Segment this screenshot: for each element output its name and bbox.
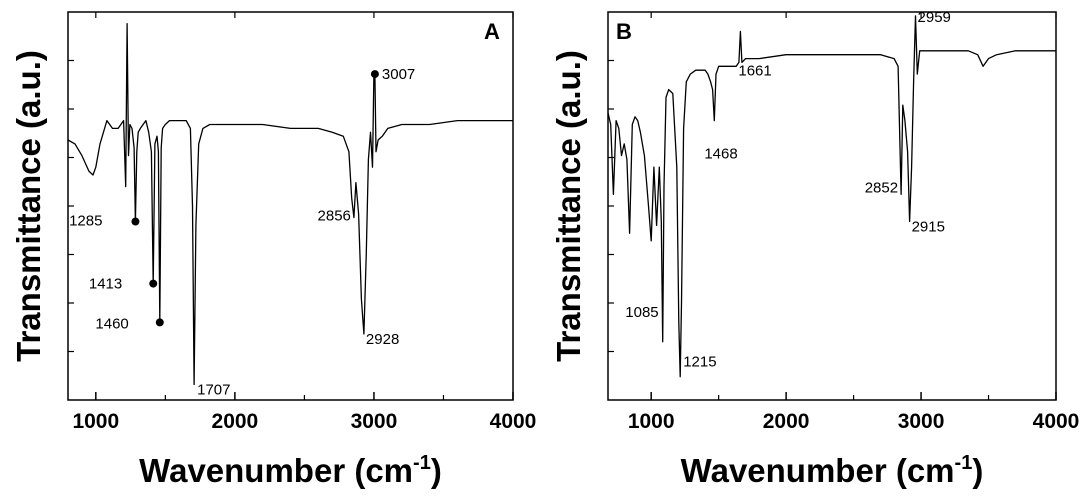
panel-letter: B bbox=[616, 19, 632, 44]
peak-marker bbox=[149, 279, 158, 288]
peak-label: 2856 bbox=[318, 208, 351, 225]
peak-label: 2915 bbox=[912, 219, 945, 236]
x-tick-label: 4000 bbox=[1033, 410, 1080, 433]
peak-label: 1215 bbox=[683, 354, 716, 371]
peak-label: 2959 bbox=[918, 9, 951, 26]
x-tick-label: 3000 bbox=[351, 410, 398, 433]
peak-marker bbox=[131, 217, 140, 226]
peak-marker bbox=[155, 318, 164, 327]
x-axis-title-end: ) bbox=[431, 452, 442, 489]
x-tick-label: 1000 bbox=[628, 410, 675, 433]
x-tick-label: 4000 bbox=[490, 410, 537, 433]
peak-marker bbox=[370, 70, 379, 79]
peak-label: 1413 bbox=[89, 276, 122, 293]
peak-label: 1085 bbox=[625, 304, 658, 321]
x-axis-title-end: ) bbox=[972, 452, 983, 489]
plot-frame bbox=[607, 11, 1057, 401]
peak-label: 1468 bbox=[704, 146, 737, 163]
peak-label: 2852 bbox=[865, 179, 898, 196]
x-tick-label: 2000 bbox=[212, 410, 259, 433]
peak-label: 1707 bbox=[197, 381, 230, 398]
peak-label: 1460 bbox=[95, 315, 128, 332]
peak-label: 1661 bbox=[738, 62, 771, 79]
y-axis-title: Transmittance (a.u.) bbox=[550, 50, 587, 362]
y-axis-title: Transmittance (a.u.) bbox=[10, 50, 47, 362]
x-axis-title: Wavenumber (cm-1) bbox=[681, 452, 984, 489]
x-axis-title: Wavenumber (cm-1) bbox=[139, 452, 442, 489]
x-axis-title-main: Wavenumber (cm bbox=[681, 452, 955, 489]
x-axis-title-superscript: -1 bbox=[413, 452, 431, 474]
spectrum-line bbox=[67, 22, 513, 386]
x-axis-title-main: Wavenumber (cm bbox=[139, 452, 413, 489]
x-axis-title-superscript: -1 bbox=[955, 452, 973, 474]
spectrum-line bbox=[607, 15, 1056, 378]
peak-label: 1285 bbox=[69, 213, 102, 230]
x-tick-label: 2000 bbox=[763, 410, 810, 433]
x-tick-label: 3000 bbox=[898, 410, 945, 433]
panel-letter: A bbox=[484, 19, 500, 44]
peak-label: 2928 bbox=[366, 331, 399, 348]
peak-label: 3007 bbox=[382, 66, 415, 83]
x-tick-label: 1000 bbox=[72, 410, 119, 433]
